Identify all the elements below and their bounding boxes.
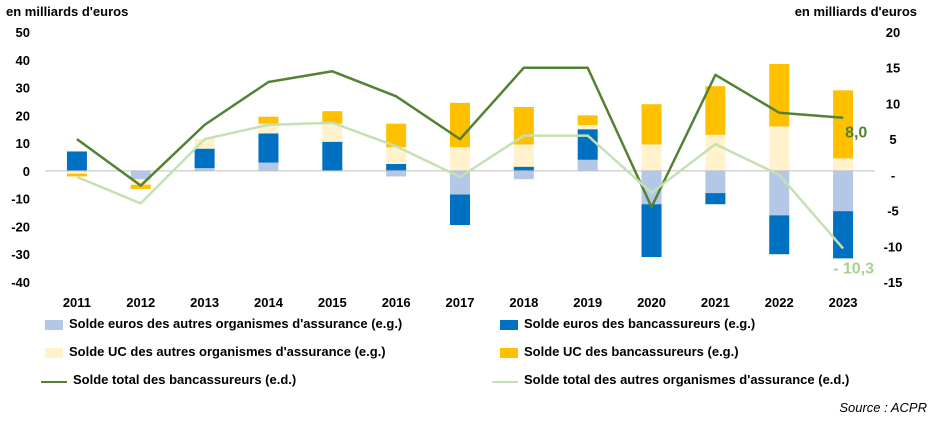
bar-series-1 [577, 129, 598, 160]
bar-series-2 [769, 126, 790, 171]
left-axis-unit: en milliards d'euros [6, 4, 129, 19]
category-label: 2021 [701, 295, 730, 310]
right-tick-label: -5 [887, 204, 899, 219]
bar-series-0 [705, 170, 726, 194]
bar-series-0 [194, 168, 215, 171]
bar-series-2 [322, 123, 343, 142]
value-annotation: - 10,3 [833, 260, 874, 277]
legend-swatch [45, 320, 63, 330]
chart-canvas: -40-30-20-1001020304050-15-10-5-51015202… [11, 25, 903, 310]
legend-swatch [492, 381, 518, 383]
line-series-1 [76, 121, 845, 250]
left-tick-label: -10 [11, 192, 30, 207]
category-label: 2022 [765, 295, 794, 310]
bar-series-2 [450, 147, 470, 171]
category-label: 2015 [318, 295, 347, 310]
bar-series-2 [513, 144, 534, 167]
bar-series-0 [130, 170, 151, 180]
bar-series-2 [705, 134, 726, 171]
bar-series-1 [386, 163, 407, 171]
bar-series-1 [833, 211, 854, 259]
bar-series-3 [833, 90, 854, 159]
bar-series-3 [577, 115, 598, 126]
category-label: 2016 [382, 295, 411, 310]
right-tick-label: 5 [889, 132, 896, 147]
category-label: 2023 [829, 295, 858, 310]
bar-series-3 [130, 184, 151, 189]
bar-series-3 [641, 104, 662, 145]
left-tick-label: 30 [16, 81, 30, 96]
bar-series-3 [386, 123, 407, 148]
left-tick-label: -40 [11, 275, 30, 290]
bar-series-0 [386, 170, 407, 177]
left-tick-label: 10 [16, 136, 30, 151]
bar-series-3 [769, 63, 790, 127]
bar-series-3 [450, 102, 470, 148]
bar-series-2 [641, 144, 662, 171]
bar-series-1 [258, 133, 279, 163]
bar-series-2 [258, 123, 279, 134]
line-series-0 [76, 66, 844, 209]
legend-swatch [41, 381, 67, 383]
bar-series-2 [194, 138, 215, 149]
right-tick-label: 15 [886, 61, 900, 76]
legend-label: Solde UC des bancassureurs (e.g.) [524, 344, 739, 359]
bar-series-1 [705, 193, 726, 205]
bar-series-3 [258, 116, 279, 124]
category-label: 2018 [509, 295, 538, 310]
right-tick-label: 20 [886, 25, 900, 40]
bar-series-0 [769, 170, 790, 216]
category-label: 2013 [190, 295, 219, 310]
right-axis-unit: en milliards d'euros [794, 4, 917, 19]
bar-series-2 [66, 170, 87, 174]
bar-series-0 [513, 170, 534, 180]
legend-swatch [500, 320, 518, 330]
bar-series-1 [641, 204, 662, 257]
bar-series-0 [258, 162, 279, 171]
legend-label: Solde total des bancassureurs (e.d.) [73, 372, 297, 387]
right-tick-label: -15 [884, 275, 903, 290]
bar-series-3 [705, 86, 726, 135]
bar-series-2 [386, 147, 407, 164]
left-tick-label: 0 [23, 164, 30, 179]
category-label: 2011 [63, 295, 91, 310]
bar-series-2 [833, 158, 854, 171]
bar-series-2 [130, 179, 151, 185]
bar-series-1 [322, 141, 343, 171]
bar-series-0 [833, 170, 854, 212]
left-tick-label: -30 [11, 247, 30, 262]
bar-series-0 [577, 159, 598, 171]
bar-series-3 [322, 111, 343, 124]
bar-series-2 [577, 125, 598, 130]
right-tick-label: - [891, 168, 895, 183]
legend-label: Solde total des autres organismes d'assu… [524, 372, 850, 387]
legend-label: Solde euros des bancassureurs (e.g.) [524, 316, 756, 331]
legend-label: Solde UC des autres organismes d'assuran… [69, 344, 386, 359]
value-annotation: 8,0 [845, 125, 867, 142]
category-label: 2020 [637, 295, 666, 310]
category-label: 2014 [254, 295, 284, 310]
right-tick-label: 10 [886, 96, 900, 111]
source-note: Source : ACPR [839, 400, 927, 415]
category-label: 2017 [446, 295, 475, 310]
legend-swatch [45, 348, 63, 358]
category-label: 2012 [126, 295, 155, 310]
left-tick-label: -20 [11, 219, 30, 234]
legend-label: Solde euros des autres organismes d'assu… [69, 316, 403, 331]
bar-series-1 [769, 215, 790, 255]
bar-series-0 [450, 170, 470, 195]
bar-series-1 [66, 151, 87, 171]
bar-series-1 [450, 194, 470, 226]
right-tick-label: -10 [884, 239, 903, 254]
left-tick-label: 50 [16, 25, 30, 40]
left-tick-label: 40 [16, 53, 30, 68]
left-tick-label: 20 [16, 108, 30, 123]
bar-series-1 [194, 148, 215, 169]
category-label: 2019 [573, 295, 602, 310]
bar-series-3 [66, 173, 87, 177]
legend-swatch [500, 348, 518, 358]
bar-series-1 [513, 166, 534, 171]
